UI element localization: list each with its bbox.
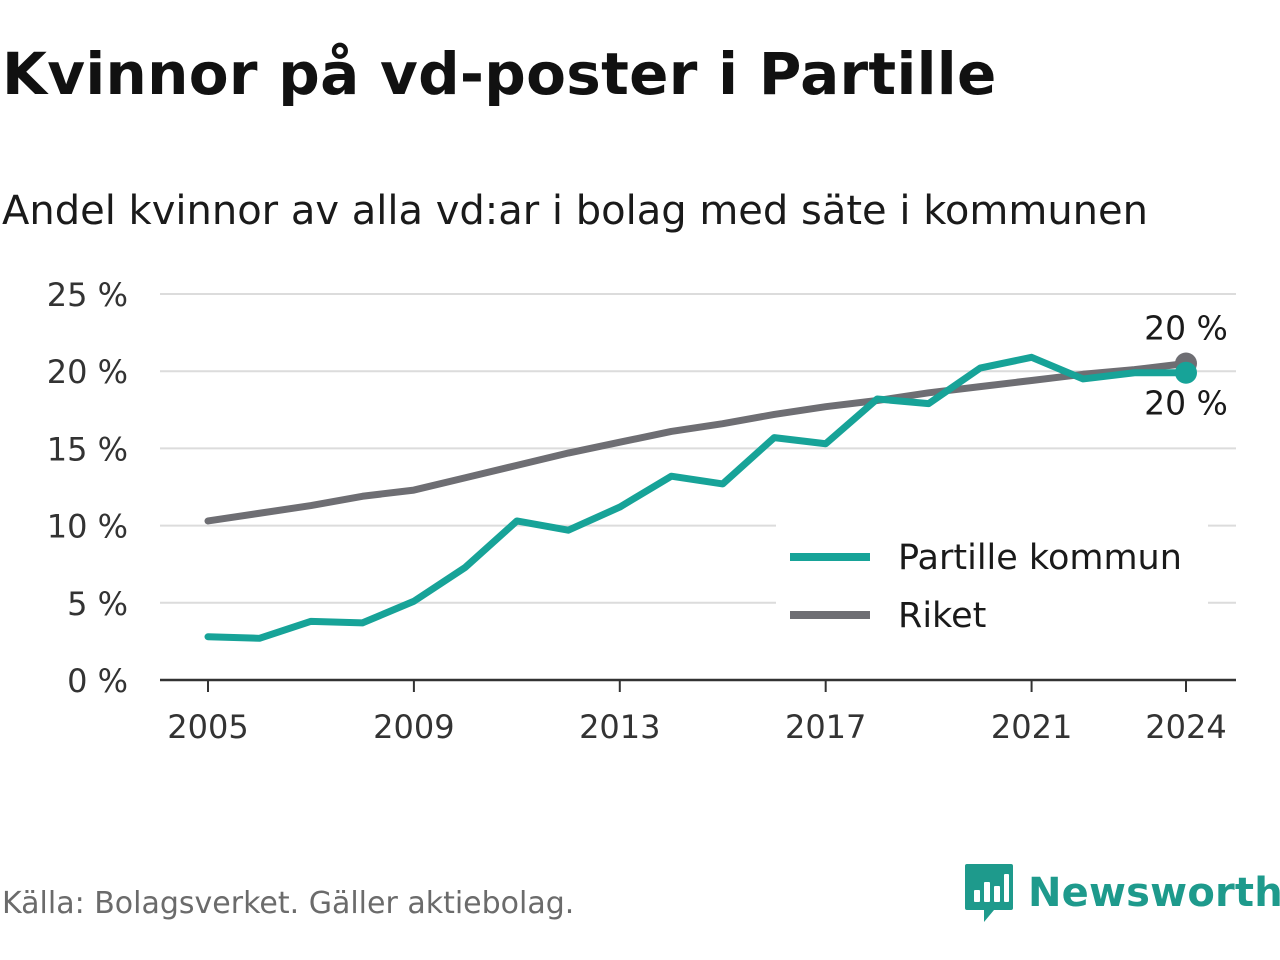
x-tick-label: 2009: [373, 708, 454, 746]
x-tick-label: 2024: [1145, 708, 1226, 746]
brand-name: Newsworthy: [1028, 870, 1280, 916]
end-label-partille-kommun: 20 %: [1144, 384, 1228, 423]
chart-title: Kvinnor på vd-poster i Partille: [2, 40, 997, 108]
chart-subtitle: Andel kvinnor av alla vd:ar i bolag med …: [2, 188, 1148, 234]
y-tick-label: 5 %: [67, 585, 128, 623]
source-note: Källa: Bolagsverket. Gäller aktiebolag.: [2, 886, 575, 921]
series-line-riket: [204, 359, 1190, 525]
y-tick-label: 15 %: [47, 430, 128, 468]
legend-background: [776, 524, 1208, 648]
legend-label: Partille kommun: [898, 538, 1182, 578]
y-tick-label: 0 %: [67, 662, 128, 700]
x-tick-label: 2021: [991, 708, 1072, 746]
newsworthy-logo-icon: [965, 864, 1013, 922]
x-tick-label: 2013: [579, 708, 660, 746]
brand-logo: Newsworthy: [964, 862, 1280, 924]
y-tick-label: 25 %: [47, 276, 128, 314]
y-tick-label: 20 %: [47, 353, 128, 391]
legend-label: Riket: [898, 596, 986, 636]
series-line-partille-kommun: [204, 353, 1190, 642]
end-label-riket: 20 %: [1144, 308, 1228, 347]
end-marker-partille-kommun: [1175, 361, 1197, 384]
y-tick-label: 10 %: [47, 508, 128, 546]
x-tick-label: 2017: [785, 708, 866, 746]
x-tick-label: 2005: [167, 708, 248, 746]
